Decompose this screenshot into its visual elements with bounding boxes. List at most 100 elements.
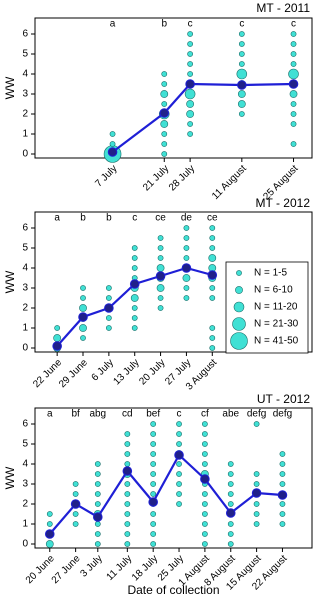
bubble [183,225,190,231]
bubble [227,461,234,467]
bubble [161,101,168,107]
legend-swatch [236,270,242,276]
bubble [176,441,182,447]
annotation: b [80,213,86,224]
y-tick-label: 4 [22,69,28,80]
annotation: abe [222,409,239,420]
bubble [290,121,297,127]
y-tick-label: 5 [22,243,28,254]
annotation: defg [273,409,292,420]
y-axis-label: WW [3,76,17,99]
mean-marker [251,488,262,498]
x-tick-label: 21 July [141,163,171,193]
annotation: c [132,213,137,224]
bubble [176,501,182,507]
bubble [161,141,168,147]
bubble [150,441,157,447]
bubble [94,461,101,467]
bubble [208,254,217,262]
bubble [79,304,87,312]
bubble [182,274,191,282]
bubble [209,285,216,291]
chart-title: MT - 2011 [256,1,310,15]
y-tick-label: 6 [22,29,28,40]
bubble [150,481,157,487]
bubble [227,491,234,497]
bubble [124,511,131,517]
x-tick-label: 11 July [105,553,135,583]
y-tick-label: 5 [22,439,28,450]
mean-marker [288,79,299,89]
bubble [201,431,208,437]
annotation: a [54,213,60,224]
bubble [160,90,169,98]
bubble [80,285,86,291]
bubble [157,305,164,311]
bubble [187,71,194,77]
bubble [227,471,234,477]
bubble [201,501,208,507]
mean-marker [159,108,170,118]
mean-marker [200,474,210,484]
bubble [161,151,168,157]
bubble [187,121,194,127]
legend-swatch [235,286,243,294]
mean-marker [78,312,88,322]
bubble [290,31,297,37]
y-tick-label: 6 [22,223,28,234]
bubble [131,245,138,251]
annotation: bf [71,409,80,420]
bubble [227,501,234,507]
bubble [157,235,164,241]
annotation: de [181,213,193,224]
legend-swatch [232,317,246,331]
bubble [130,294,139,302]
bubble [150,471,157,477]
bubble [289,90,298,98]
bubble [161,131,168,137]
x-tick-label: 29 June [57,357,90,390]
bubble [237,100,246,108]
bubble [183,295,190,301]
bubble [150,461,157,467]
bubble [131,265,138,271]
bubble [45,540,54,548]
y-tick-label: 3 [22,283,28,294]
mean-marker [70,499,81,509]
bubble [201,521,208,527]
bubble [290,41,297,47]
bubble [94,541,101,547]
mean-marker [107,147,118,157]
mean-marker [155,271,166,281]
bubble [183,285,190,291]
annotation: ce [155,213,166,224]
annotation: a [110,19,116,30]
annotation: a [47,409,53,420]
bubble [253,481,260,487]
bubble [157,245,164,251]
annotation: b [161,19,167,30]
bubble [209,245,216,251]
bubble [150,511,157,517]
legend-label: N = 6-10 [254,285,293,296]
mean-line [111,82,294,153]
x-tick-label: 27 June [50,553,83,586]
bubble [187,131,194,137]
y-tick-label: 1 [22,519,28,530]
mean-marker [185,79,195,89]
mean-marker [181,263,192,273]
y-axis-label: WW [3,466,17,489]
bubble [176,471,182,477]
bubble [105,285,112,291]
bubble [80,295,86,301]
plot-frame [34,407,313,549]
bubble [187,31,194,37]
mean-marker [92,512,103,522]
y-tick-label: 1 [22,323,28,334]
bubble [279,521,286,527]
bubble [53,334,62,342]
chart-title: MT - 2012 [256,196,311,210]
bubble [183,245,190,251]
bubble [80,335,86,341]
bubble [124,521,131,527]
